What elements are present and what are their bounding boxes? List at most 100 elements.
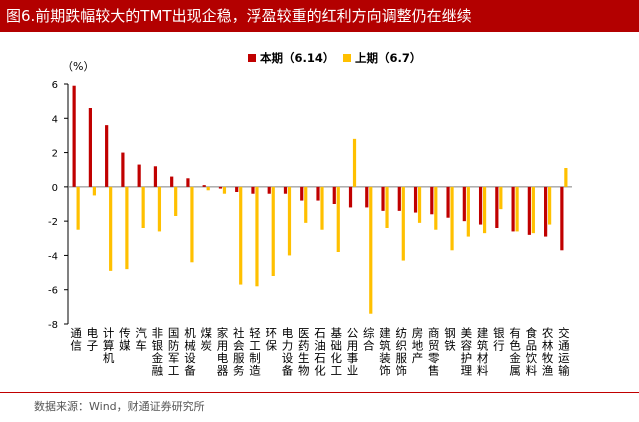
bar-previous-国防军工	[174, 186, 178, 216]
x-tick-label: 非银金融	[152, 326, 164, 378]
x-tick-label: 建筑装饰	[379, 326, 391, 378]
bar-chart: （%） 本期（6.14） 上期（6.7） -8 -6 -4 -2 0 2 4 6 通信电子计算机…	[48, 51, 572, 378]
bar-previous-轻工制造	[255, 186, 259, 287]
x-tick-label: 电力设备	[282, 326, 294, 378]
bar-previous-计算机	[109, 186, 113, 271]
y-axis-unit-label: （%）	[62, 60, 94, 73]
x-tick-label: 商贸零售	[428, 326, 440, 378]
legend-swatch-previous	[343, 54, 351, 62]
x-tick-label: 汽车	[135, 326, 147, 353]
bar-previous-房地产	[417, 186, 422, 223]
bar-current-煤炭	[202, 185, 206, 187]
bar-previous-电子	[92, 186, 96, 196]
x-tick-label: 交通运输	[558, 326, 570, 378]
chart-title: 图6.前期跌幅较大的TMT出现企稳，浮盈较重的红利方向调整仍在继续	[0, 0, 639, 32]
bar-current-石油石化	[316, 186, 320, 201]
y-tick-label: 2	[52, 149, 58, 160]
bar-previous-纺织服饰	[401, 186, 405, 261]
bar-current-公用事业	[348, 186, 353, 208]
bar-previous-电力设备	[287, 186, 292, 256]
bar-previous-机械设备	[190, 186, 194, 263]
y-tick-label: -6	[48, 286, 58, 297]
bar-previous-医药生物	[304, 186, 308, 223]
bar-current-建筑装饰	[381, 186, 385, 211]
x-tick-label: 基础化工	[331, 326, 343, 378]
x-tick-label: 传媒	[119, 326, 131, 353]
bar-previous-汽车	[141, 186, 145, 228]
x-tick-label: 公用事业	[347, 326, 359, 378]
bar-previous-建筑材料	[482, 186, 487, 234]
bar-current-食品饮料	[527, 186, 531, 235]
bar-previous-银行	[499, 186, 503, 210]
bar-previous-环保	[271, 186, 275, 276]
legend-label-previous: 上期（6.7）	[355, 51, 421, 65]
bar-current-医药生物	[300, 186, 304, 201]
x-tick-label: 医药生物	[298, 326, 310, 378]
bar-previous-基础化工	[336, 186, 340, 252]
x-tick-label: 石油石化	[314, 326, 326, 378]
bar-current-综合	[365, 186, 369, 208]
bar-current-建筑材料	[478, 186, 483, 225]
bar-current-轻工制造	[251, 186, 255, 194]
x-tick-label: 计算机	[103, 326, 115, 365]
x-tick-label: 食品饮料	[526, 326, 538, 378]
bar-previous-传媒	[125, 186, 129, 270]
legend-swatch-current	[248, 54, 256, 62]
x-tick-label: 银行	[493, 326, 505, 353]
x-tick-label: 社会服务	[233, 326, 245, 378]
x-tick-label: 机械设备	[184, 326, 196, 378]
legend-label-current: 本期（6.14）	[260, 51, 334, 65]
bar-previous-公用事业	[352, 138, 357, 187]
y-tick-label: -8	[48, 320, 58, 331]
bar-current-家用电器	[218, 186, 223, 189]
bar-current-非银金融	[153, 166, 158, 187]
x-tick-label: 钢铁	[444, 326, 456, 353]
bar-current-社会服务	[235, 186, 239, 192]
bar-current-机械设备	[186, 178, 190, 187]
bar-previous-商贸零售	[434, 186, 438, 230]
source-note: 数据来源：Wind，财通证券研究所	[34, 400, 205, 413]
bar-current-国防军工	[170, 176, 174, 187]
bar-previous-煤炭	[206, 186, 210, 191]
x-tick-label: 环保	[265, 326, 277, 353]
bar-previous-交通运输	[564, 168, 568, 187]
x-tick-label: 煤炭	[200, 326, 212, 353]
bar-current-通信	[72, 85, 76, 187]
bar-current-商贸零售	[430, 186, 434, 215]
x-tick-label: 家用电器	[217, 326, 229, 378]
y-tick-label: -4	[48, 251, 58, 262]
x-tick-label: 农林牧渔	[542, 326, 554, 378]
bar-current-电力设备	[283, 186, 288, 194]
x-tick-label: 纺织服饰	[396, 326, 408, 378]
bar-current-基础化工	[332, 186, 336, 204]
bar-previous-石油石化	[320, 186, 324, 230]
bar-previous-非银金融	[157, 186, 162, 232]
bar-previous-钢铁	[450, 186, 454, 251]
bar-previous-食品饮料	[531, 186, 535, 234]
bar-current-环保	[267, 186, 271, 194]
x-tick-label: 电子	[87, 326, 99, 353]
x-tick-label: 美容护理	[461, 326, 473, 378]
x-tick-label: 有色金属	[509, 326, 521, 378]
bar-previous-综合	[369, 186, 373, 314]
bar-current-纺织服饰	[397, 186, 401, 211]
x-tick-label: 建筑材料	[477, 326, 489, 378]
x-tick-label: 国防军工	[168, 326, 180, 378]
bar-current-汽车	[137, 164, 141, 187]
bar-current-电子	[88, 108, 92, 187]
bar-current-钢铁	[446, 186, 450, 218]
bar-current-传媒	[121, 152, 125, 187]
bar-current-美容护理	[462, 186, 466, 222]
source-divider	[0, 392, 639, 393]
bar-previous-农林牧渔	[548, 186, 552, 225]
bar-current-交通运输	[560, 186, 564, 251]
x-tick-label: 房地产	[412, 326, 424, 365]
bar-current-银行	[495, 186, 499, 228]
bar-previous-建筑装饰	[385, 186, 389, 228]
y-tick-label: 4	[52, 114, 58, 125]
bar-previous-通信	[76, 186, 80, 230]
bar-previous-有色金属	[515, 186, 519, 232]
bar-current-农林牧渔	[544, 186, 548, 237]
legend: 本期（6.14） 上期（6.7）	[248, 51, 421, 65]
x-tick-label: 综合	[363, 326, 375, 353]
